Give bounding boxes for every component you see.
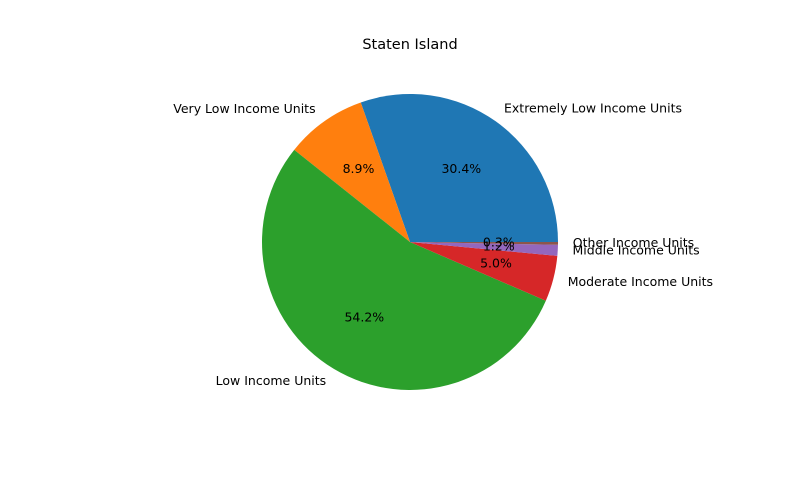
percent-label: 1.2%: [483, 239, 515, 254]
pie-slice: [360, 94, 558, 243]
slice-label: Other Income Units: [573, 235, 694, 250]
percent-label: 5.0%: [480, 256, 512, 271]
pie-slices: [262, 94, 558, 391]
percent-label: 8.9%: [343, 161, 375, 176]
pie-slice: [294, 102, 410, 242]
pie-slice: [262, 149, 546, 391]
percent-label: 54.2%: [344, 310, 384, 325]
slice-label: Very Low Income Units: [173, 101, 315, 116]
slice-label: Low Income Units: [216, 373, 327, 388]
percent-labels: 30.4% 8.9% 54.2% 5.0% 1.2%0.3%: [343, 161, 515, 325]
slice-label: Middle Income Units: [573, 243, 700, 258]
percent-label: 30.4%: [441, 161, 481, 176]
slice-label: Moderate Income Units: [568, 274, 713, 289]
percent-label: 0.3%: [483, 234, 515, 249]
pie-slice: [410, 242, 558, 301]
pie-slice: [410, 242, 558, 256]
slice-label: Extremely Low Income Units: [504, 101, 682, 116]
pie-slice: [410, 242, 558, 245]
chart-title: Staten Island: [362, 37, 457, 53]
slice-labels: Extremely Low Income Units Very Low Incom…: [173, 101, 713, 389]
